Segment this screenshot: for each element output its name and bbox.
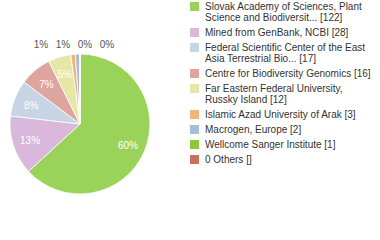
data-label: 1% bbox=[56, 39, 71, 50]
legend-label: Wellcome Sanger Institute [1] bbox=[205, 139, 336, 150]
legend-label-line: 0 Others [] bbox=[205, 154, 252, 165]
legend-item: Far Eastern Federal University,Russky Is… bbox=[190, 83, 343, 105]
legend-label-line: Science and Biodiversit... [122] bbox=[205, 12, 343, 23]
data-labels: 60% 13% 8%7%5% 1% 1% 0% 0% bbox=[20, 39, 138, 151]
legend-label-line: Far Eastern Federal University, bbox=[205, 83, 343, 94]
legend: Slovak Academy of Sciences, PlantScience… bbox=[190, 1, 371, 165]
data-label: 0% bbox=[100, 39, 115, 50]
data-label: 60% bbox=[118, 140, 138, 151]
pie-slice bbox=[71, 54, 80, 124]
legend-label-line: Russky Island [12] bbox=[205, 94, 287, 105]
legend-label-line: Asia Terrestrial Bio... [17] bbox=[205, 53, 316, 64]
pie-slice bbox=[80, 54, 81, 124]
legend-swatch bbox=[190, 69, 199, 78]
data-label: 5% bbox=[57, 69, 72, 80]
data-label: 7% bbox=[39, 79, 54, 90]
legend-item: Slovak Academy of Sciences, PlantScience… bbox=[190, 1, 362, 23]
data-label: 1% bbox=[34, 39, 49, 50]
pie-slice bbox=[80, 54, 81, 124]
legend-label-line: Centre for Biodiversity Genomics [16] bbox=[205, 68, 371, 79]
legend-label: Islamic Azad University of Arak [3] bbox=[205, 109, 356, 120]
legend-item: Mined from GenBank, NCBI [28] bbox=[190, 27, 349, 38]
legend-swatch bbox=[190, 2, 199, 11]
legend-label: Far Eastern Federal University,Russky Is… bbox=[205, 83, 343, 105]
legend-swatch bbox=[190, 155, 199, 164]
legend-label-line: Wellcome Sanger Institute [1] bbox=[205, 139, 336, 150]
legend-label-line: Slovak Academy of Sciences, Plant bbox=[205, 1, 362, 12]
legend-label: Macrogen, Europe [2] bbox=[205, 124, 301, 135]
legend-swatch bbox=[190, 110, 199, 119]
legend-swatch bbox=[190, 43, 199, 52]
legend-item: Macrogen, Europe [2] bbox=[190, 124, 301, 135]
legend-label-line: Macrogen, Europe [2] bbox=[205, 124, 301, 135]
legend-label-line: Mined from GenBank, NCBI [28] bbox=[205, 27, 349, 38]
legend-item: 0 Others [] bbox=[190, 154, 252, 165]
legend-label-line: Federal Scientific Center of the East bbox=[205, 42, 365, 53]
legend-item: Centre for Biodiversity Genomics [16] bbox=[190, 68, 371, 79]
legend-item: Wellcome Sanger Institute [1] bbox=[190, 139, 336, 150]
legend-label: Mined from GenBank, NCBI [28] bbox=[205, 27, 349, 38]
chart: 60% 13% 8%7%5% 1% 1% 0% 0% Slovak Academy of Sc… bbox=[0, 0, 380, 240]
legend-label: Centre for Biodiversity Genomics [16] bbox=[205, 68, 371, 79]
data-label: 8% bbox=[24, 100, 39, 111]
legend-swatch bbox=[190, 28, 199, 37]
legend-label: 0 Others [] bbox=[205, 154, 252, 165]
pie bbox=[10, 54, 150, 194]
data-label: 13% bbox=[20, 135, 40, 146]
legend-swatch bbox=[190, 125, 199, 134]
legend-label-line: Islamic Azad University of Arak [3] bbox=[205, 109, 356, 120]
pie-slice bbox=[75, 54, 80, 124]
data-label: 0% bbox=[78, 39, 93, 50]
legend-swatch bbox=[190, 84, 199, 93]
legend-item: Federal Scientific Center of the EastAsi… bbox=[190, 42, 365, 64]
legend-label: Slovak Academy of Sciences, PlantScience… bbox=[205, 1, 362, 23]
pie-slice bbox=[10, 116, 80, 171]
legend-item: Islamic Azad University of Arak [3] bbox=[190, 109, 356, 120]
legend-label: Federal Scientific Center of the EastAsi… bbox=[205, 42, 365, 64]
legend-swatch bbox=[190, 140, 199, 149]
